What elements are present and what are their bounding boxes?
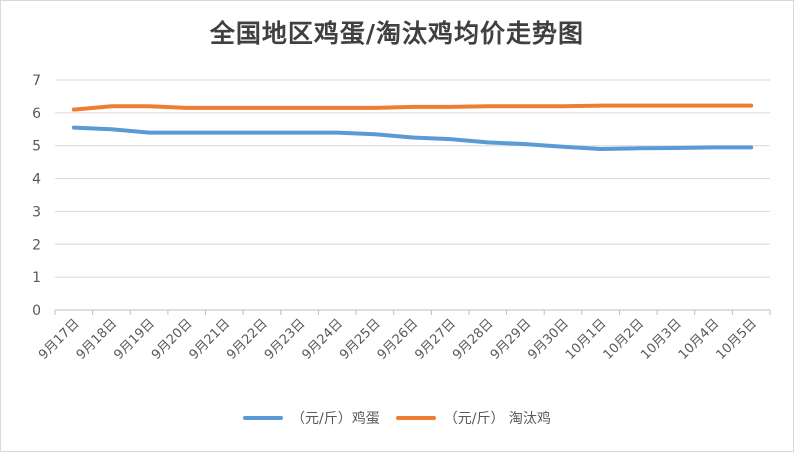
- x-tick-label: 9月27日: [412, 316, 459, 363]
- x-tick-label: 10月5日: [713, 316, 760, 363]
- x-tick-label: 9月22日: [224, 316, 271, 363]
- gridlines: [55, 79, 770, 311]
- x-tick-label: 9月19日: [111, 316, 158, 363]
- x-axis-ticks: 9月17日9月18日9月19日9月20日9月21日9月22日9月23日9月24日…: [36, 310, 771, 363]
- y-tick-label: 4: [32, 172, 41, 188]
- x-tick-label: 9月26日: [375, 316, 422, 363]
- y-tick-label: 6: [32, 106, 41, 122]
- x-tick-label: 9月23日: [262, 316, 309, 363]
- x-tick-label: 10月2日: [601, 316, 648, 363]
- x-tick-label: 9月30日: [525, 316, 572, 363]
- legend: （元/斤）鸡蛋 （元/斤） 淘汰鸡: [0, 408, 794, 428]
- legend-swatch-culled-hen: [395, 416, 436, 420]
- x-tick-label: 9月28日: [450, 316, 497, 363]
- legend-item-egg[interactable]: （元/斤）鸡蛋: [243, 408, 380, 428]
- y-tick-label: 5: [32, 139, 41, 155]
- y-axis-ticks: 0 1 2 3 4 5 6 7: [32, 73, 41, 319]
- legend-label-egg: （元/斤）鸡蛋: [291, 411, 380, 427]
- x-tick-label: 9月21日: [187, 316, 234, 363]
- x-tick-label: 10月1日: [563, 316, 610, 363]
- chart-title: 全国地区鸡蛋/淘汰鸡均价走势图: [209, 19, 585, 48]
- y-tick-label: 3: [32, 204, 41, 220]
- x-tick-label: 10月3日: [638, 316, 685, 363]
- y-tick-label: 7: [32, 73, 41, 89]
- x-tick-label: 9月25日: [337, 316, 384, 363]
- legend-label-culled-hen: （元/斤） 淘汰鸡: [443, 411, 551, 427]
- series-line-0[interactable]: [71, 125, 754, 151]
- x-tick-label: 9月29日: [488, 316, 535, 363]
- x-tick-label: 9月18日: [74, 316, 121, 363]
- x-tick-label: 10月4日: [676, 316, 723, 363]
- y-tick-label: 0: [32, 303, 41, 319]
- legend-item-culled-hen[interactable]: （元/斤） 淘汰鸡: [395, 408, 551, 428]
- y-tick-label: 2: [32, 237, 41, 253]
- legend-swatch-egg: [243, 416, 284, 420]
- y-tick-label: 1: [32, 270, 41, 286]
- x-tick-label: 9月17日: [36, 316, 83, 363]
- series-line-1[interactable]: [71, 103, 754, 112]
- x-tick-label: 9月24日: [300, 316, 347, 363]
- x-tick-label: 9月20日: [149, 316, 196, 363]
- series-lines: [71, 103, 754, 151]
